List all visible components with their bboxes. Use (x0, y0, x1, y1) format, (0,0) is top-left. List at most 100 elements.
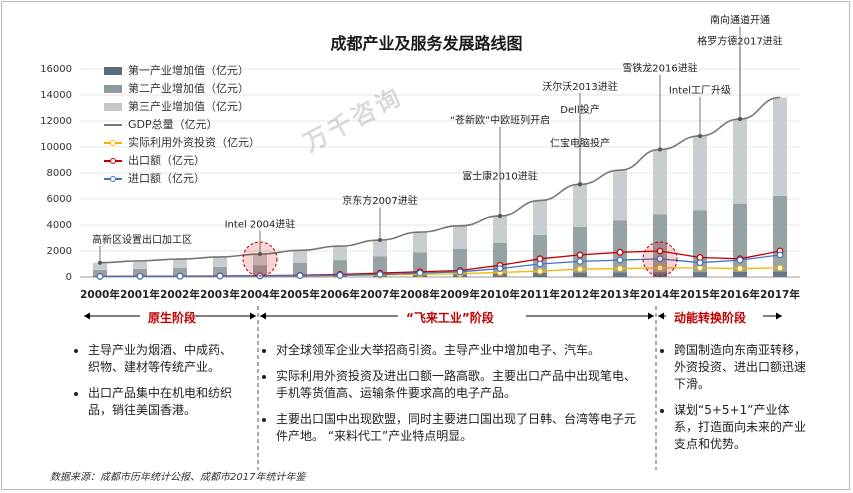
bar-tertiary (573, 184, 587, 227)
bar-tertiary (253, 254, 267, 266)
import-line (99, 254, 781, 278)
bar-tertiary (333, 246, 347, 261)
legend-swatch-primary (104, 67, 122, 75)
import-point (296, 272, 304, 280)
y-tick-label: 12000 (40, 116, 72, 127)
data-source-note: 数据来源：成都市历年统计公报、成都市2017年统计年鉴 (50, 472, 306, 483)
legend-label-primary: 第一产业增加值（亿元） (128, 64, 249, 77)
y-tick-label: 16000 (40, 64, 72, 75)
legend-label-tertiary: 第三产业增加值（亿元） (128, 100, 249, 113)
highlight-circle (642, 241, 678, 277)
bar-secondary (733, 203, 747, 272)
bullet-flying-2: 实际利用外资投资及进出口额一路高歌。主要出口产品中出现笔电、手机等货值高、运输条… (276, 368, 642, 402)
import-point (216, 272, 224, 280)
bullet-transition-1: 跨国制造向东南亚转移，外资投资、进出口额迅速下滑。 (674, 342, 810, 393)
import-point (736, 256, 744, 264)
annotation-label: 南向通道开通 (710, 14, 770, 27)
bar-secondary (773, 196, 787, 272)
bar-tertiary (373, 240, 387, 257)
bar-tertiary (213, 256, 227, 267)
bar-tertiary (453, 225, 467, 249)
bar-primary (573, 272, 587, 277)
bar-tertiary (533, 200, 547, 235)
annotation-label: Intel 2004进驻 (225, 218, 296, 231)
y-tick-label: 14000 (40, 90, 72, 101)
annotation-dot (738, 117, 742, 122)
highlight-circle (242, 241, 278, 277)
x-tick-label: 2003年 (200, 288, 240, 301)
annotation-label: 京东方2007进驻 (342, 194, 417, 207)
y-tick-label: 6000 (47, 194, 72, 205)
stage-arrowhead (84, 312, 90, 320)
annotation-dot (658, 147, 662, 152)
bar-secondary (373, 256, 387, 275)
bar-secondary (173, 268, 187, 276)
annotation-dot (578, 182, 582, 187)
legend-item-import: 进口额（亿元） (104, 170, 260, 188)
fdi-point (736, 265, 744, 272)
import-point (616, 256, 624, 264)
chart-title: 成都产业及服务发展路线图 (330, 34, 523, 53)
import-point (776, 251, 784, 259)
import-point (96, 273, 104, 280)
bar-tertiary (493, 215, 507, 243)
annotation-label: 高新区设置出口加工区 (92, 233, 192, 246)
stage-arrowhead (260, 312, 266, 320)
stage-arrowhead (250, 312, 256, 320)
bullet-native-1: 主导产业为烟酒、中成药、织物、建材等传统产业。 (88, 342, 242, 376)
bullet-flying-3: 主要出口国中出现欧盟，同时主要进口国出现了日韩、台湾等电子元件产地。 “来料代工… (276, 411, 642, 445)
import-point (696, 259, 704, 267)
bar-primary (733, 271, 747, 277)
bar-primary (693, 272, 707, 277)
bar-tertiary (733, 119, 747, 204)
stage-label-native: 原生阶段 (148, 311, 197, 325)
x-tick-label: 2009年 (440, 288, 480, 301)
y-tick-label: 0 (66, 272, 72, 283)
bar-primary (533, 272, 547, 277)
bar-tertiary (173, 259, 187, 269)
bar-secondary (453, 248, 467, 274)
bar-secondary (653, 214, 667, 273)
x-tick-label: 2012年 (560, 288, 600, 301)
annotation-label: 沃尔沃2013进驻 (542, 80, 617, 93)
annotation-label: 雪铁龙2016进驻 (622, 62, 697, 75)
y-tick-label: 4000 (47, 220, 72, 231)
import-point (376, 271, 384, 278)
export-point (616, 248, 624, 256)
import-point (496, 265, 504, 272)
x-tick-label: 2017年 (760, 288, 800, 301)
bar-secondary (293, 262, 307, 275)
bar-primary (653, 272, 667, 277)
import-point (136, 272, 144, 280)
x-tick-label: 2010年 (480, 288, 520, 301)
bar-tertiary (133, 260, 147, 269)
legend-line-export (104, 156, 122, 166)
stage-label-transition: 动能转换阶段 (674, 311, 747, 325)
legend-line-fdi (104, 138, 122, 148)
x-tick-label: 2013年 (600, 288, 640, 301)
x-tick-label: 2016年 (720, 288, 760, 301)
bar-tertiary (413, 232, 427, 253)
annotation-label: Intel工厂升级 (669, 85, 731, 97)
fdi-point (616, 265, 624, 272)
bar-primary (773, 271, 787, 277)
legend-item-fdi: 实际利用外资投资（亿元） (104, 134, 260, 152)
legend-item-tertiary: 第三产业增加值（亿元） (104, 98, 260, 116)
import-point (416, 269, 424, 277)
export-point (656, 247, 664, 255)
import-point (656, 255, 664, 263)
fdi-point (776, 264, 784, 272)
import-point (456, 268, 464, 276)
stage-arrowhead (658, 312, 664, 320)
legend-swatch-secondary (104, 85, 122, 93)
x-tick-label: 2007年 (360, 288, 400, 301)
bar-secondary (93, 269, 107, 276)
y-tick-label: 10000 (40, 142, 72, 153)
stage-arrowhead (648, 312, 654, 320)
stage-arrows (84, 306, 782, 470)
bar-secondary (413, 252, 427, 274)
chart-legend: 第一产业增加值（亿元） 第二产业增加值（亿元） 第三产业增加值（亿元） GDP总… (104, 62, 260, 188)
